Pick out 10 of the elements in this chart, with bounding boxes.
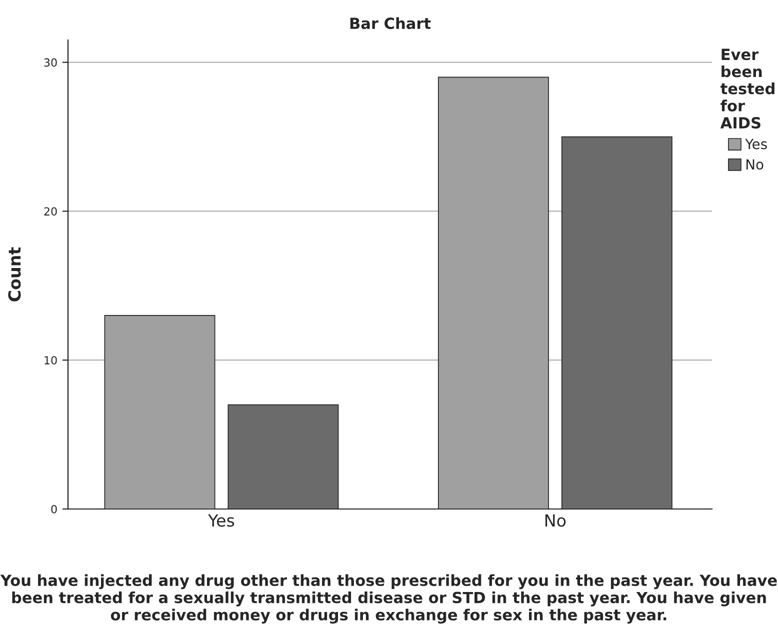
legend-title: Ever been tested for AIDS [720, 48, 774, 129]
x-axis-title: You have injected any drug other than those prescribed for you in the past year. You have been treated for a sexually transmitted disease or STD in the past year. You have given or received money or drugs in exchange for sex in the past year. [0, 574, 777, 624]
legend-label: No [746, 159, 764, 170]
y-tick-label: 30 [44, 58, 57, 67]
legend-label: Yes [745, 138, 767, 150]
chart-title: Bar Chart [350, 17, 431, 30]
y-axis-title: Count [8, 247, 21, 302]
y-tick-label: 10 [44, 356, 57, 364]
y-tick-label: 20 [44, 207, 57, 216]
y-tick-label: 0 [51, 504, 57, 514]
